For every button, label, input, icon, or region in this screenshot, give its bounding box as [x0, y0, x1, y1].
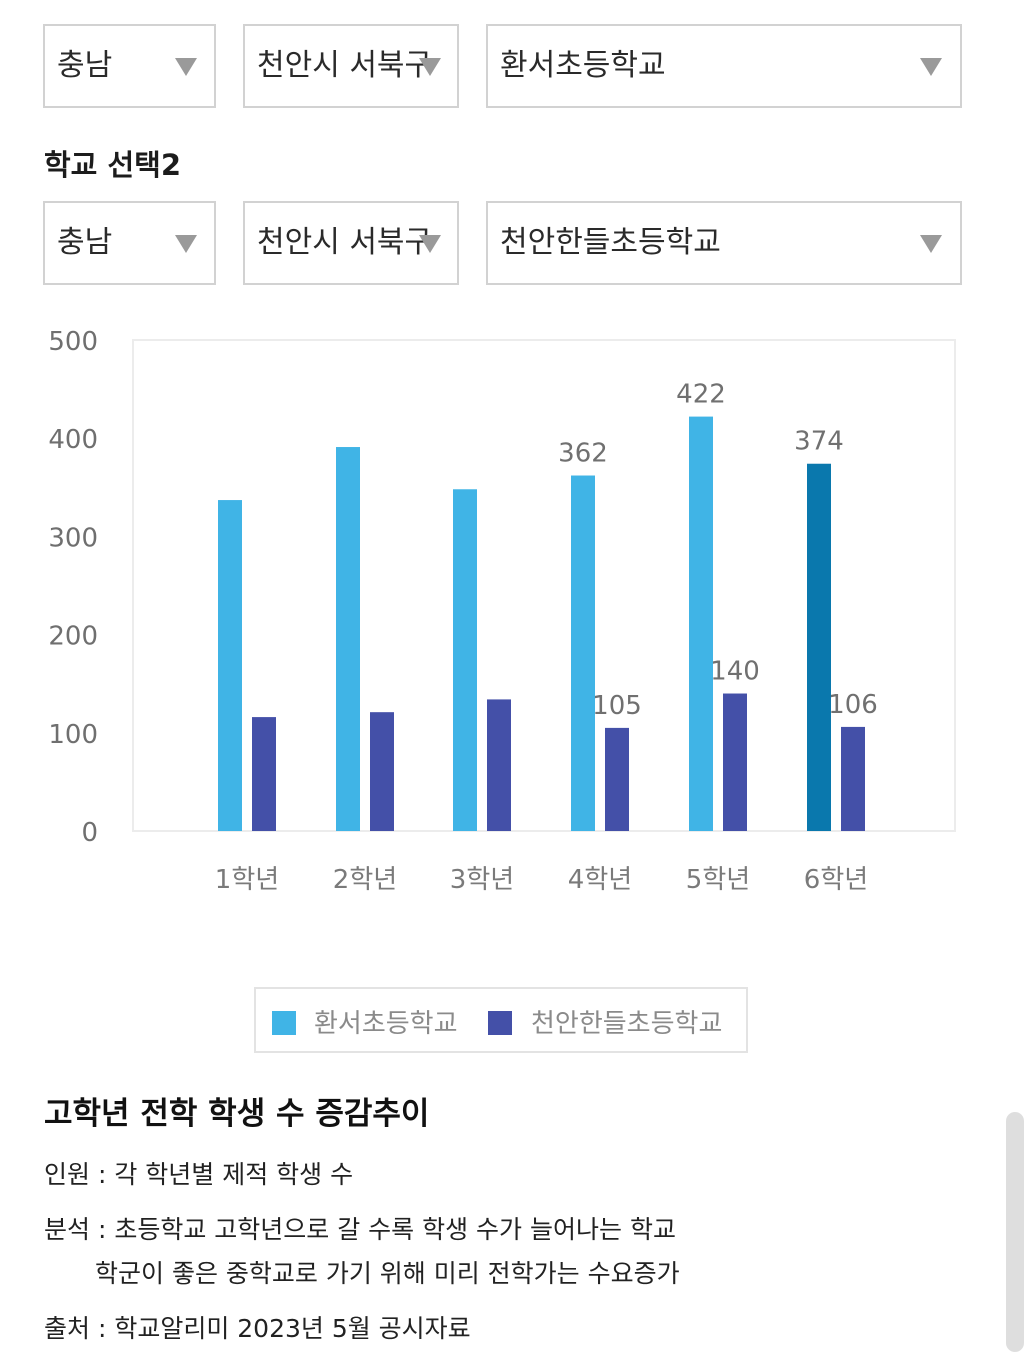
chevron-down-icon: [175, 235, 197, 253]
district-select-2-value: 천안시 서북구: [257, 225, 433, 260]
chevron-down-icon: [920, 235, 942, 253]
chevron-down-icon: [419, 58, 441, 76]
y-tick-label: 100: [48, 720, 98, 750]
bar-series-2: [605, 727, 629, 831]
bar-series-2: [841, 726, 865, 831]
data-label: 106: [828, 690, 878, 720]
bar-series-1: [571, 475, 595, 831]
page-scrollbar[interactable]: [1006, 1112, 1024, 1352]
region-select-2-value: 충남: [57, 225, 113, 260]
description-line-1: 인원 : 각 학년별 제적 학생 수: [44, 1160, 354, 1189]
y-tick-label: 500: [48, 327, 98, 357]
legend-label-series-2: 천안한들초등학교: [531, 1009, 723, 1039]
school-select-2-value: 천안한들초등학교: [500, 225, 721, 260]
legend-label-series-1: 환서초등학교: [314, 1009, 458, 1039]
bar-series-2: [252, 717, 276, 831]
region-select-1[interactable]: 충남: [43, 24, 216, 108]
region-select-2[interactable]: 충남: [43, 201, 216, 285]
bar-series-1: [807, 463, 831, 831]
district-select-1-value: 천안시 서북구: [257, 48, 433, 83]
chevron-down-icon: [419, 235, 441, 253]
x-tick-label: 4학년: [568, 865, 632, 895]
bar-series-2: [487, 699, 511, 831]
description-line-2: 분석 : 초등학교 고학년으로 갈 수록 학생 수가 늘어나는 학교: [44, 1215, 676, 1244]
data-label: 362: [558, 439, 608, 469]
district-select-2[interactable]: 천안시 서북구: [243, 201, 459, 285]
description-line-4: 출처 : 학교알리미 2023년 5월 공시자료: [44, 1314, 471, 1343]
chevron-down-icon: [175, 58, 197, 76]
data-label: 422: [676, 380, 726, 410]
y-tick-label: 0: [81, 818, 98, 848]
y-tick-label: 300: [48, 523, 98, 553]
legend-swatch-series-1: [272, 1011, 296, 1035]
school-select-1[interactable]: 환서초등학교: [486, 24, 962, 108]
description-line-3: 학군이 좋은 중학교로 가기 위해 미리 전학가는 수요증가: [95, 1259, 680, 1288]
school-select-1-value: 환서초등학교: [500, 48, 666, 83]
x-tick-label: 3학년: [450, 865, 514, 895]
x-tick-label: 5학년: [686, 865, 750, 895]
bar-series-2: [723, 693, 747, 831]
bar-series-1: [336, 447, 360, 831]
student-count-bar-chart: 0 100 200 300 400 500 1학년 2학년 3학년 4학년 5학년 6학년 362 422…: [48, 327, 956, 895]
x-tick-label: 2학년: [333, 865, 397, 895]
x-tick-label: 1학년: [215, 865, 279, 895]
legend-swatch-series-2: [488, 1011, 512, 1035]
y-tick-label: 400: [48, 425, 98, 455]
y-tick-label: 200: [48, 622, 98, 652]
region-select-1-value: 충남: [57, 48, 113, 83]
school-select-2-title: 학교 선택2: [44, 148, 181, 182]
bar-series-1: [689, 416, 713, 831]
chart-legend: 환서초등학교 천안한들초등학교: [254, 987, 748, 1053]
school-select-2[interactable]: 천안한들초등학교: [486, 201, 962, 285]
bar-series-1: [453, 489, 477, 831]
district-select-1[interactable]: 천안시 서북구: [243, 24, 459, 108]
data-label: 374: [794, 427, 844, 457]
chevron-down-icon: [920, 58, 942, 76]
description-title: 고학년 전학 학생 수 증감추이: [44, 1096, 430, 1132]
data-label: 140: [710, 657, 760, 687]
data-label: 105: [592, 691, 642, 721]
x-tick-label: 6학년: [804, 865, 868, 895]
bar-series-1: [218, 500, 242, 831]
bar-series-2: [370, 712, 394, 831]
